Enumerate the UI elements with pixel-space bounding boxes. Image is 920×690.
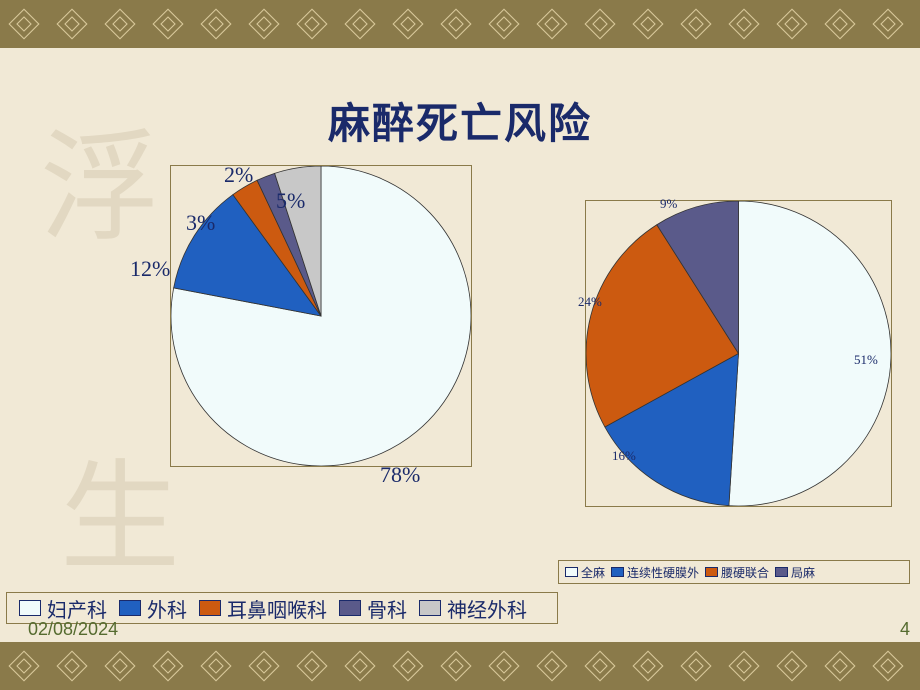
legend-item: 腰硬联合 (705, 564, 769, 581)
legend-swatch (775, 567, 788, 577)
slice-label: 24% (578, 294, 602, 310)
slice-label: 9% (660, 196, 677, 212)
watermark: 生 (60, 420, 180, 594)
slide-date: 02/08/2024 (28, 619, 118, 640)
slice-label: 12% (130, 256, 170, 282)
slice-label: 5% (276, 188, 305, 214)
decorative-border-bottom (0, 642, 920, 690)
slice-label: 2% (224, 162, 253, 188)
legend-anesthesia: 全麻 连续性硬膜外 腰硬联合 局麻 (558, 560, 910, 584)
legend-item: 耳鼻咽喉科 (199, 594, 327, 623)
legend-item: 神经外科 (419, 594, 527, 623)
decorative-border-top (0, 0, 920, 48)
page-title: 麻醉死亡风险 (0, 90, 920, 151)
legend-item: 骨科 (339, 594, 407, 623)
slice-label: 16% (612, 448, 636, 464)
legend-swatch (19, 600, 41, 616)
legend-label: 外科 (147, 594, 187, 623)
legend-item: 外科 (119, 594, 187, 623)
legend-swatch (199, 600, 221, 616)
legend-item: 全麻 (565, 564, 605, 581)
slice-label: 78% (380, 462, 420, 488)
legend-label: 局麻 (791, 564, 815, 581)
legend-label: 全麻 (581, 564, 605, 581)
legend-swatch (119, 600, 141, 616)
slice-label: 3% (186, 210, 215, 236)
legend-label: 腰硬联合 (721, 564, 769, 581)
legend-swatch (611, 567, 624, 577)
legend-label: 骨科 (367, 594, 407, 623)
slice-label: 51% (854, 352, 878, 368)
legend-swatch (339, 600, 361, 616)
legend-swatch (419, 600, 441, 616)
legend-label: 神经外科 (447, 594, 527, 623)
legend-item: 连续性硬膜外 (611, 564, 699, 581)
page-number: 4 (900, 619, 910, 640)
legend-swatch (705, 567, 718, 577)
legend-swatch (565, 567, 578, 577)
legend-label: 连续性硬膜外 (627, 564, 699, 581)
legend-item: 局麻 (775, 564, 815, 581)
legend-label: 耳鼻咽喉科 (227, 594, 327, 623)
